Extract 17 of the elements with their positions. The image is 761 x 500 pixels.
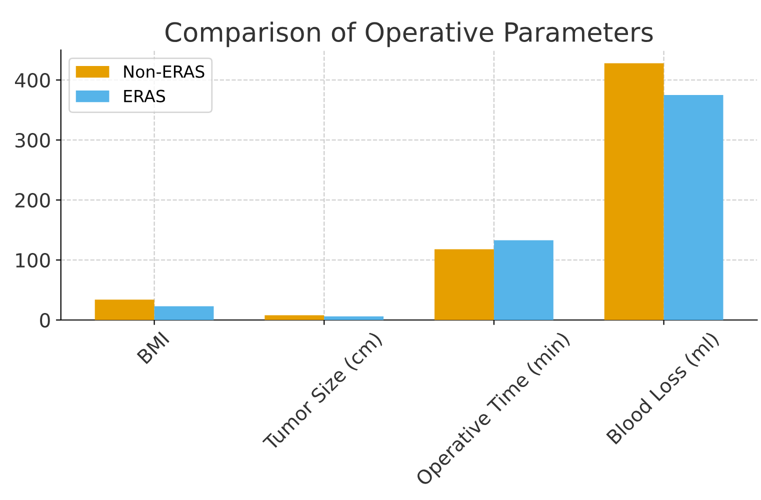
- y-tick-label: 200: [15, 192, 50, 208]
- bar: [154, 306, 214, 320]
- bar: [94, 300, 154, 320]
- bar: [494, 240, 554, 320]
- legend-label: Non-ERAS: [124, 65, 204, 78]
- bar: [604, 63, 664, 320]
- bar: [434, 249, 494, 320]
- y-tick-label: 300: [16, 132, 50, 148]
- y-tick-label: 400: [14, 72, 50, 88]
- legend-label: ERAS: [124, 90, 166, 102]
- chart-title: Comparison of Operative Parameters: [166, 22, 653, 48]
- bar: [264, 315, 324, 320]
- bar: [324, 316, 384, 320]
- x-tick-label: BMI: [136, 332, 170, 364]
- y-tick-label: 100: [16, 252, 50, 268]
- y-tick-label: 0: [40, 312, 50, 328]
- bar: [664, 95, 724, 320]
